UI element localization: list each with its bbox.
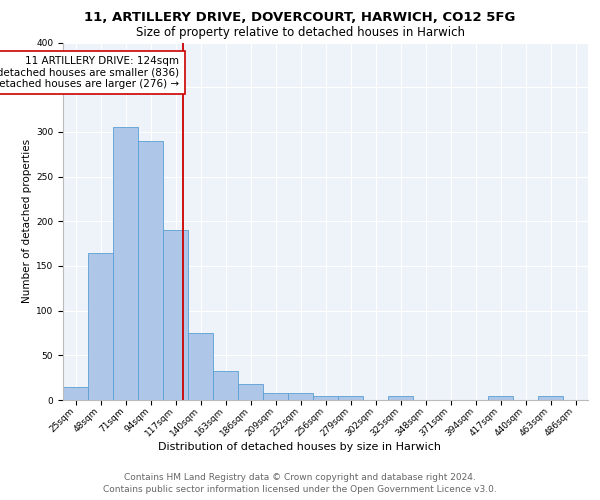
- Text: Contains public sector information licensed under the Open Government Licence v3: Contains public sector information licen…: [103, 485, 497, 494]
- Bar: [63, 386, 88, 400]
- Text: Contains HM Land Registry data © Crown copyright and database right 2024.: Contains HM Land Registry data © Crown c…: [124, 472, 476, 482]
- Text: 11 ARTILLERY DRIVE: 124sqm
← 75% of detached houses are smaller (836)
25% of sem: 11 ARTILLERY DRIVE: 124sqm ← 75% of deta…: [0, 56, 179, 89]
- Bar: [88, 252, 113, 400]
- Bar: [138, 141, 163, 400]
- Text: Size of property relative to detached houses in Harwich: Size of property relative to detached ho…: [136, 26, 464, 39]
- Bar: [388, 396, 413, 400]
- Bar: [113, 128, 138, 400]
- Bar: [488, 396, 513, 400]
- Bar: [338, 396, 363, 400]
- Bar: [238, 384, 263, 400]
- Text: Distribution of detached houses by size in Harwich: Distribution of detached houses by size …: [158, 442, 442, 452]
- Bar: [188, 333, 213, 400]
- Bar: [263, 393, 288, 400]
- Bar: [288, 393, 313, 400]
- Text: 11, ARTILLERY DRIVE, DOVERCOURT, HARWICH, CO12 5FG: 11, ARTILLERY DRIVE, DOVERCOURT, HARWICH…: [85, 11, 515, 24]
- Y-axis label: Number of detached properties: Number of detached properties: [22, 139, 32, 304]
- Bar: [163, 230, 188, 400]
- Bar: [213, 372, 238, 400]
- Bar: [538, 396, 563, 400]
- Bar: [313, 396, 338, 400]
